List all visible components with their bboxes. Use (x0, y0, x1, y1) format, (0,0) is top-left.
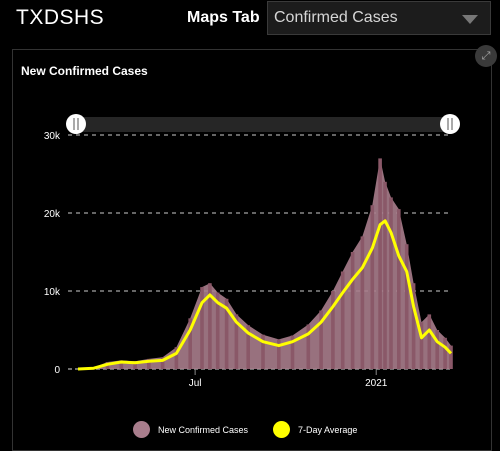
y-tick-label: 0 (54, 365, 60, 376)
x-tick-label: Jul (189, 378, 202, 389)
case-bar (174, 347, 179, 369)
case-bar (370, 205, 375, 369)
case-bar (215, 292, 220, 369)
case-bar (200, 287, 204, 369)
legend-label: New Confirmed Cases (158, 424, 249, 435)
case-bar (397, 209, 401, 369)
case-bar (411, 283, 416, 369)
case-bar (133, 361, 137, 369)
app-title: TXDSHS (16, 6, 105, 29)
case-bar (350, 252, 355, 369)
legend-swatch (133, 421, 150, 438)
legend-item-7-day-average[interactable]: 7-Day Average (273, 421, 357, 438)
legend-swatch (273, 421, 290, 438)
case-bar (277, 339, 281, 369)
case-bar (340, 271, 345, 369)
scrollbar-handle-left[interactable] (66, 114, 86, 134)
case-bar (404, 244, 409, 369)
legend-label: 7-Day Average (298, 424, 358, 435)
case-bar (290, 335, 295, 369)
case-bar (160, 357, 165, 369)
maps-tab-dropdown[interactable]: Confirmed Cases (267, 1, 491, 35)
scrollbar-track[interactable] (76, 117, 451, 132)
top-bar: TXDSHS Maps Tab Confirmed Cases (0, 0, 500, 40)
case-bar (246, 325, 250, 369)
y-tick-label: 10k (44, 287, 61, 298)
y-axis: 0 10k 20k 30k (44, 131, 61, 376)
case-bar (208, 283, 212, 369)
case-bar (443, 337, 447, 369)
cases-area (78, 158, 451, 369)
case-bar (306, 324, 311, 369)
chart-panel (12, 49, 492, 451)
case-bar (261, 334, 265, 369)
y-tick-label: 30k (44, 131, 61, 142)
case-bar (360, 236, 365, 369)
y-tick-label: 20k (44, 209, 61, 220)
case-bar (389, 197, 393, 369)
case-bar (224, 298, 229, 369)
maps-tab-label: Maps Tab (187, 9, 260, 26)
legend: New Confirmed Cases 7-Day Average (0, 421, 500, 441)
scrollbar-handle-right[interactable] (440, 114, 460, 134)
bars-new-confirmed-cases (78, 158, 453, 369)
legend-item-new-confirmed-cases[interactable]: New Confirmed Cases (133, 421, 248, 438)
x-tick-label: 2021 (365, 378, 388, 389)
case-bar (427, 314, 432, 369)
expand-icon[interactable]: ⤢ (475, 45, 497, 67)
chart-title: New Confirmed Cases (21, 64, 148, 78)
case-bar (378, 158, 382, 369)
case-bar (383, 181, 387, 369)
x-axis: Jul 2021 (189, 369, 388, 389)
case-bar (188, 318, 192, 369)
line-7-day-average (77, 219, 453, 371)
case-bar (119, 360, 124, 369)
case-bar (319, 310, 323, 369)
dropdown-selected-value: Confirmed Cases (274, 9, 398, 26)
case-bar (234, 314, 239, 369)
case-bar (331, 291, 335, 369)
chevron-down-icon (462, 15, 478, 24)
case-bar (419, 322, 424, 369)
case-bar (147, 358, 151, 369)
average-line (77, 219, 453, 371)
case-bar (435, 330, 439, 369)
case-bar (449, 345, 453, 369)
